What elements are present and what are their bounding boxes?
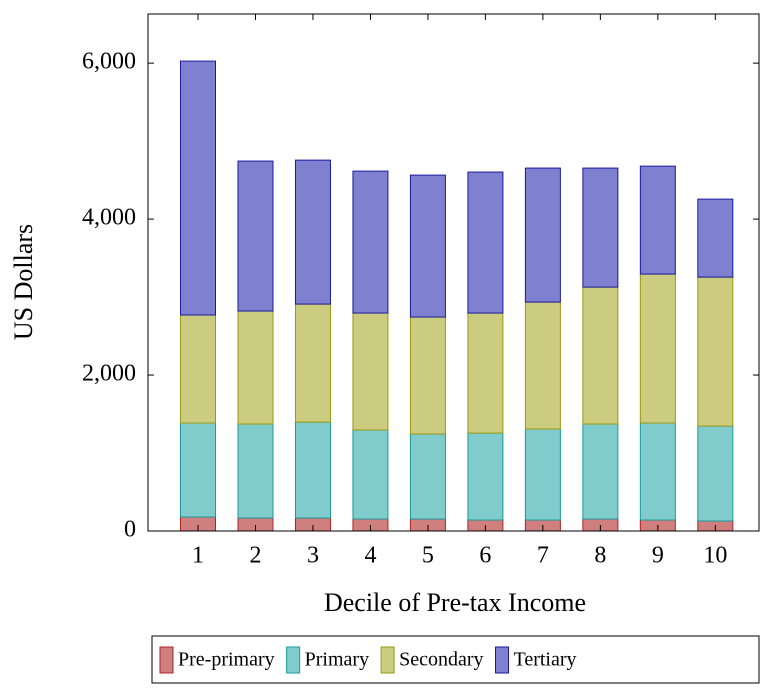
- bar-segment: [697, 198, 734, 278]
- bar-segment: [467, 171, 504, 314]
- legend-label: Primary: [305, 649, 369, 671]
- x-tick-label: 8: [594, 543, 606, 569]
- bar-segment: [582, 167, 619, 288]
- bar-segment: [237, 310, 274, 425]
- x-tick-label: 5: [422, 543, 434, 569]
- bar-segment: [409, 433, 446, 520]
- x-tick-label: 9: [652, 543, 664, 569]
- bar-segment: [697, 425, 734, 522]
- x-axis-label: Decile of Pre-tax Income: [324, 588, 586, 617]
- bar-segment: [294, 421, 331, 519]
- bar-segment: [409, 174, 446, 318]
- bar-segment: [524, 428, 561, 521]
- y-tick-label: 4,000: [82, 205, 136, 231]
- legend-box: [151, 635, 760, 684]
- bar-segment: [467, 312, 504, 434]
- legend-swatch: [286, 646, 301, 674]
- bar-segment: [524, 301, 561, 430]
- bar-segment: [237, 160, 274, 312]
- x-tick-label: 1: [192, 543, 204, 569]
- bar-segment: [237, 423, 274, 519]
- bar-segment: [352, 170, 389, 314]
- bar-segment: [180, 314, 217, 424]
- legend-swatch: [159, 646, 174, 674]
- y-tick-label: 2,000: [82, 361, 136, 387]
- bar-segment: [639, 165, 676, 275]
- bar-segment: [294, 303, 331, 423]
- x-tick-label: 7: [537, 543, 549, 569]
- legend-swatch: [380, 646, 395, 674]
- y-axis-label: US Dollars: [9, 224, 38, 340]
- x-tick-label: 3: [307, 543, 319, 569]
- x-tick-label: 6: [479, 543, 491, 569]
- x-tick-label: 4: [364, 543, 376, 569]
- bar-segment: [582, 286, 619, 425]
- bar-segment: [352, 429, 389, 520]
- bar-segment: [697, 276, 734, 427]
- x-tick-label: 2: [249, 543, 261, 569]
- bar-segment: [639, 422, 676, 521]
- bar-segment: [639, 273, 676, 424]
- bar-segment: [467, 432, 504, 521]
- plot-frame: [147, 13, 760, 532]
- bar-segment: [352, 312, 389, 431]
- legend-swatch: [495, 646, 509, 674]
- bar-segment: [180, 422, 217, 518]
- x-tick-label: 10: [703, 543, 727, 569]
- legend-label: Secondary: [399, 649, 483, 671]
- bar-segment: [180, 60, 217, 316]
- bar-segment: [524, 167, 561, 303]
- bar-segment: [409, 316, 446, 435]
- bar-segment: [294, 159, 331, 305]
- legend-label: Pre-primary: [178, 649, 275, 671]
- y-tick-label: 6,000: [82, 49, 136, 75]
- legend-label: Tertiary: [514, 649, 577, 671]
- bar-segment: [582, 423, 619, 520]
- y-tick-label: 0: [124, 517, 136, 543]
